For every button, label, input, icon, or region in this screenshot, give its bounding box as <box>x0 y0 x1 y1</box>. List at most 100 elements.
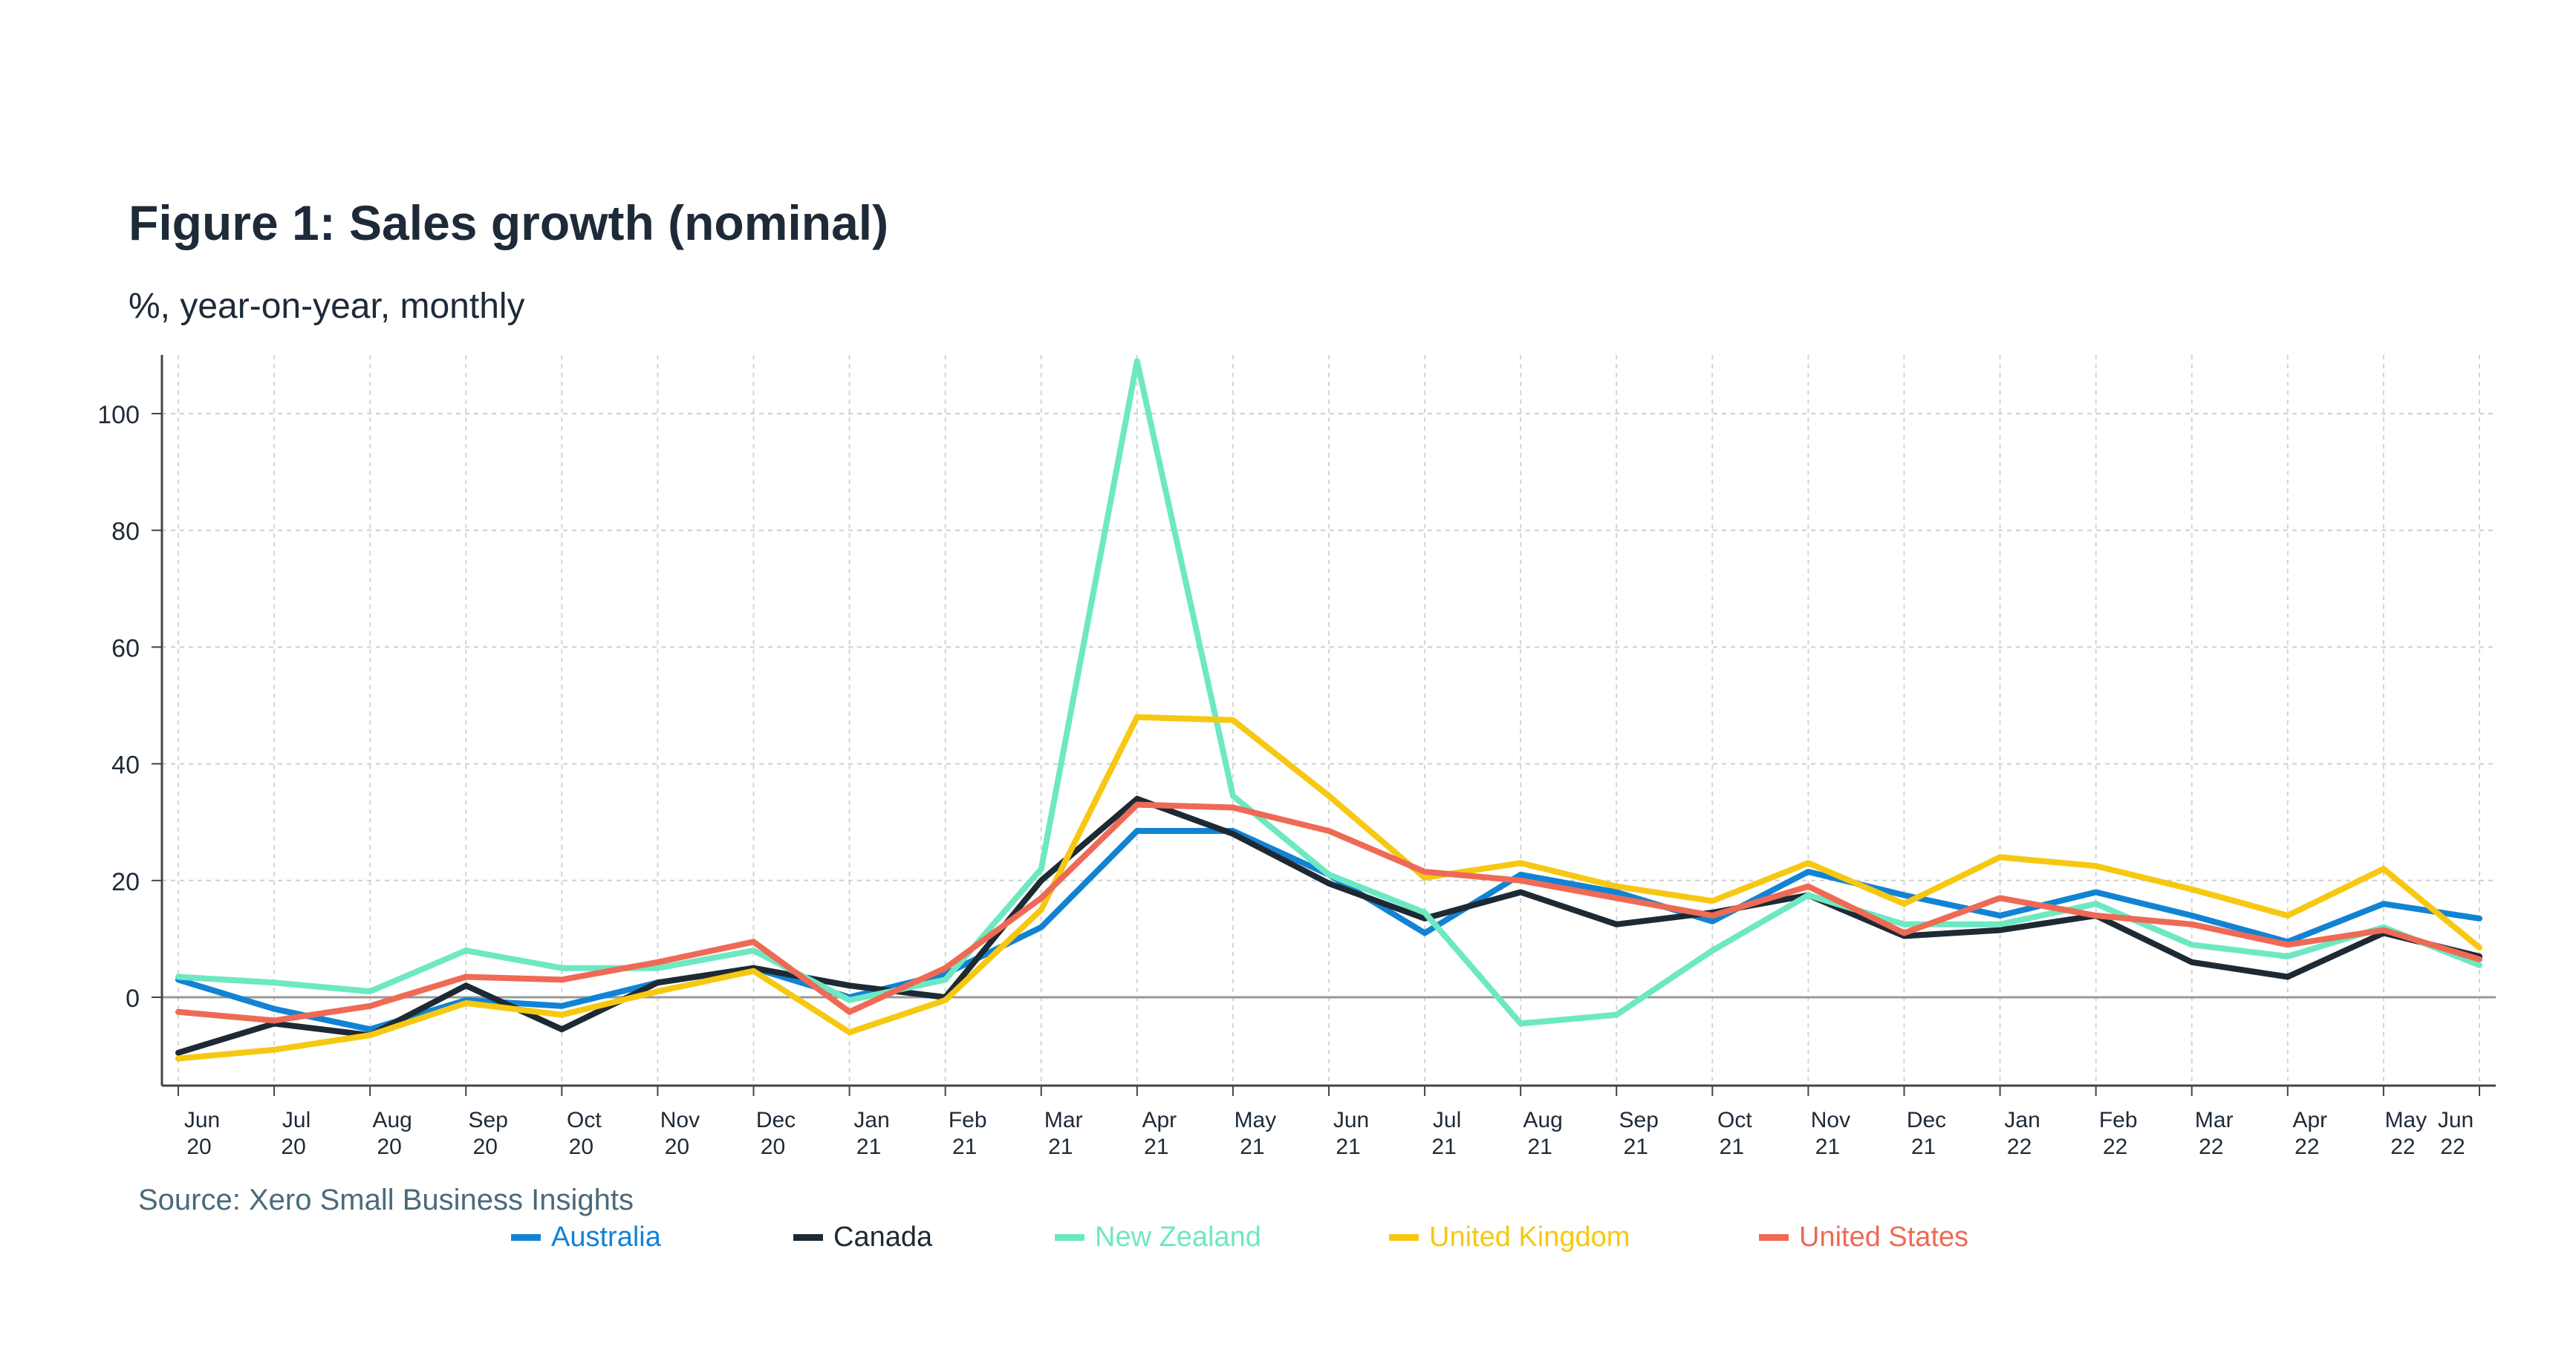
data-point-australia <box>369 1028 371 1030</box>
legend-item-canada: Canada <box>793 1215 932 1259</box>
x-tick-label-month: Mar <box>2195 1108 2234 1132</box>
x-tick-label-year: 22 <box>2199 1135 2223 1159</box>
data-point-united-kingdom <box>178 1058 179 1060</box>
data-point-united-states <box>1711 915 1713 916</box>
x-tick-label-month: Dec <box>1907 1108 1946 1132</box>
x-tick-label-month: Dec <box>756 1108 796 1132</box>
data-point-canada <box>2287 976 2289 977</box>
x-tick-label-year: 20 <box>377 1135 401 1159</box>
x-tick-label-month: Aug <box>1523 1108 1562 1132</box>
data-point-united-states <box>2095 915 2097 916</box>
data-point-united-kingdom <box>1616 886 1617 887</box>
data-point-united-states <box>849 1011 850 1013</box>
data-point-australia <box>1616 892 1617 893</box>
x-tick-label-year: 21 <box>1144 1135 1168 1159</box>
data-point-new-zealand <box>945 979 946 980</box>
legend-swatch <box>511 1233 541 1241</box>
x-tick-label-month: Oct <box>567 1108 602 1132</box>
chart-legend: Australia Canada New Zealand United Kingdom… <box>0 1215 2576 1259</box>
data-point-australia <box>2191 915 2193 916</box>
x-tick-label-year: 21 <box>1527 1135 1552 1159</box>
data-point-united-kingdom <box>2095 865 2097 867</box>
x-tick-label-month: Jun <box>2438 1108 2473 1132</box>
x-tick-label-year: 20 <box>761 1135 785 1159</box>
legend-label: United Kingdom <box>1429 1221 1630 1253</box>
x-tick-label-month: May <box>1235 1108 1277 1132</box>
y-tick-label: 40 <box>111 751 140 780</box>
data-point-australia <box>1807 871 1809 873</box>
data-point-united-states <box>178 1011 179 1013</box>
data-point-canada <box>1136 798 1138 800</box>
series-new-zealand <box>175 358 2482 1027</box>
x-tick-label-month: Jul <box>282 1108 310 1132</box>
x-tick-label-month: Jan <box>853 1108 889 1132</box>
data-point-australia <box>1711 921 1713 922</box>
x-tick-label-year: 22 <box>2103 1135 2127 1159</box>
data-point-australia <box>1520 874 1521 875</box>
x-tick-label-month: Nov <box>660 1108 700 1132</box>
data-point-united-kingdom <box>273 1049 275 1051</box>
data-point-new-zealand <box>1807 894 1809 896</box>
data-point-united-kingdom <box>1328 795 1330 797</box>
data-point-new-zealand <box>1136 360 1138 362</box>
data-point-australia <box>2095 892 2097 893</box>
legend-label: New Zealand <box>1095 1221 1261 1253</box>
data-point-new-zealand <box>1232 795 1234 797</box>
x-tick-label-month: Apr <box>2292 1108 2327 1132</box>
data-point-canada <box>1520 892 1521 893</box>
data-point-new-zealand <box>178 976 179 977</box>
legend-label: Australia <box>551 1221 661 1253</box>
chart-subtitle: %, year-on-year, monthly <box>129 287 525 326</box>
x-tick-label-month: Jun <box>1333 1108 1369 1132</box>
data-point-australia <box>273 1008 275 1010</box>
x-tick-label-month: Sep <box>469 1108 508 1132</box>
series-united-kingdom <box>175 714 2482 1062</box>
x-tick-label-year: 22 <box>2294 1135 2319 1159</box>
data-point-united-states <box>1807 886 1809 887</box>
x-tick-label-year: 20 <box>186 1135 211 1159</box>
x-tick-label-year: 21 <box>856 1135 881 1159</box>
series-layer <box>175 358 2482 1062</box>
data-point-united-states <box>369 1005 371 1007</box>
data-point-new-zealand <box>1616 1014 1617 1016</box>
x-tick-label-year: 20 <box>281 1135 305 1159</box>
data-point-united-states <box>1328 830 1330 832</box>
y-tick-label: 80 <box>111 518 140 546</box>
x-tick-label-year: 21 <box>1431 1135 1456 1159</box>
y-tick-label: 100 <box>97 401 140 429</box>
x-tick-label-month: Apr <box>1142 1108 1177 1132</box>
data-point-new-zealand <box>1711 950 1713 951</box>
data-point-new-zealand <box>849 999 850 1001</box>
data-point-united-kingdom <box>945 999 946 1001</box>
legend-item-united-kingdom: United Kingdom <box>1389 1215 1630 1259</box>
legend-label: United States <box>1799 1221 1969 1253</box>
data-point-united-kingdom <box>369 1034 371 1036</box>
data-point-united-kingdom <box>2287 915 2289 916</box>
x-tick-label-month: Jan <box>2004 1108 2040 1132</box>
x-tick-label-year: 20 <box>665 1135 689 1159</box>
data-point-united-kingdom <box>849 1031 850 1033</box>
x-tick-label-month: Aug <box>372 1108 412 1132</box>
legend-label: Canada <box>833 1221 933 1253</box>
data-point-australia <box>2479 918 2480 919</box>
legend-swatch <box>1055 1233 1084 1241</box>
x-tick-label-year: 21 <box>1720 1135 1744 1159</box>
data-point-australia <box>1904 894 1905 896</box>
x-tick-label-year: 20 <box>473 1135 498 1159</box>
y-tick-label: 20 <box>111 868 140 896</box>
y-tick-label: 60 <box>111 634 140 662</box>
data-point-new-zealand <box>273 982 275 983</box>
legend-swatch <box>793 1233 823 1241</box>
x-tick-label-year: 21 <box>952 1135 977 1159</box>
chart-title: Figure 1: Sales growth (nominal) <box>129 195 889 250</box>
axes-layer <box>152 355 2496 1096</box>
data-point-australia <box>945 973 946 975</box>
data-point-canada <box>178 1052 179 1054</box>
data-point-united-kingdom <box>657 991 658 992</box>
x-tick-label-month: May <box>2385 1108 2427 1132</box>
data-point-united-states <box>1136 804 1138 806</box>
data-point-new-zealand <box>1328 874 1330 875</box>
data-point-new-zealand <box>369 991 371 992</box>
data-point-australia <box>1136 830 1138 832</box>
